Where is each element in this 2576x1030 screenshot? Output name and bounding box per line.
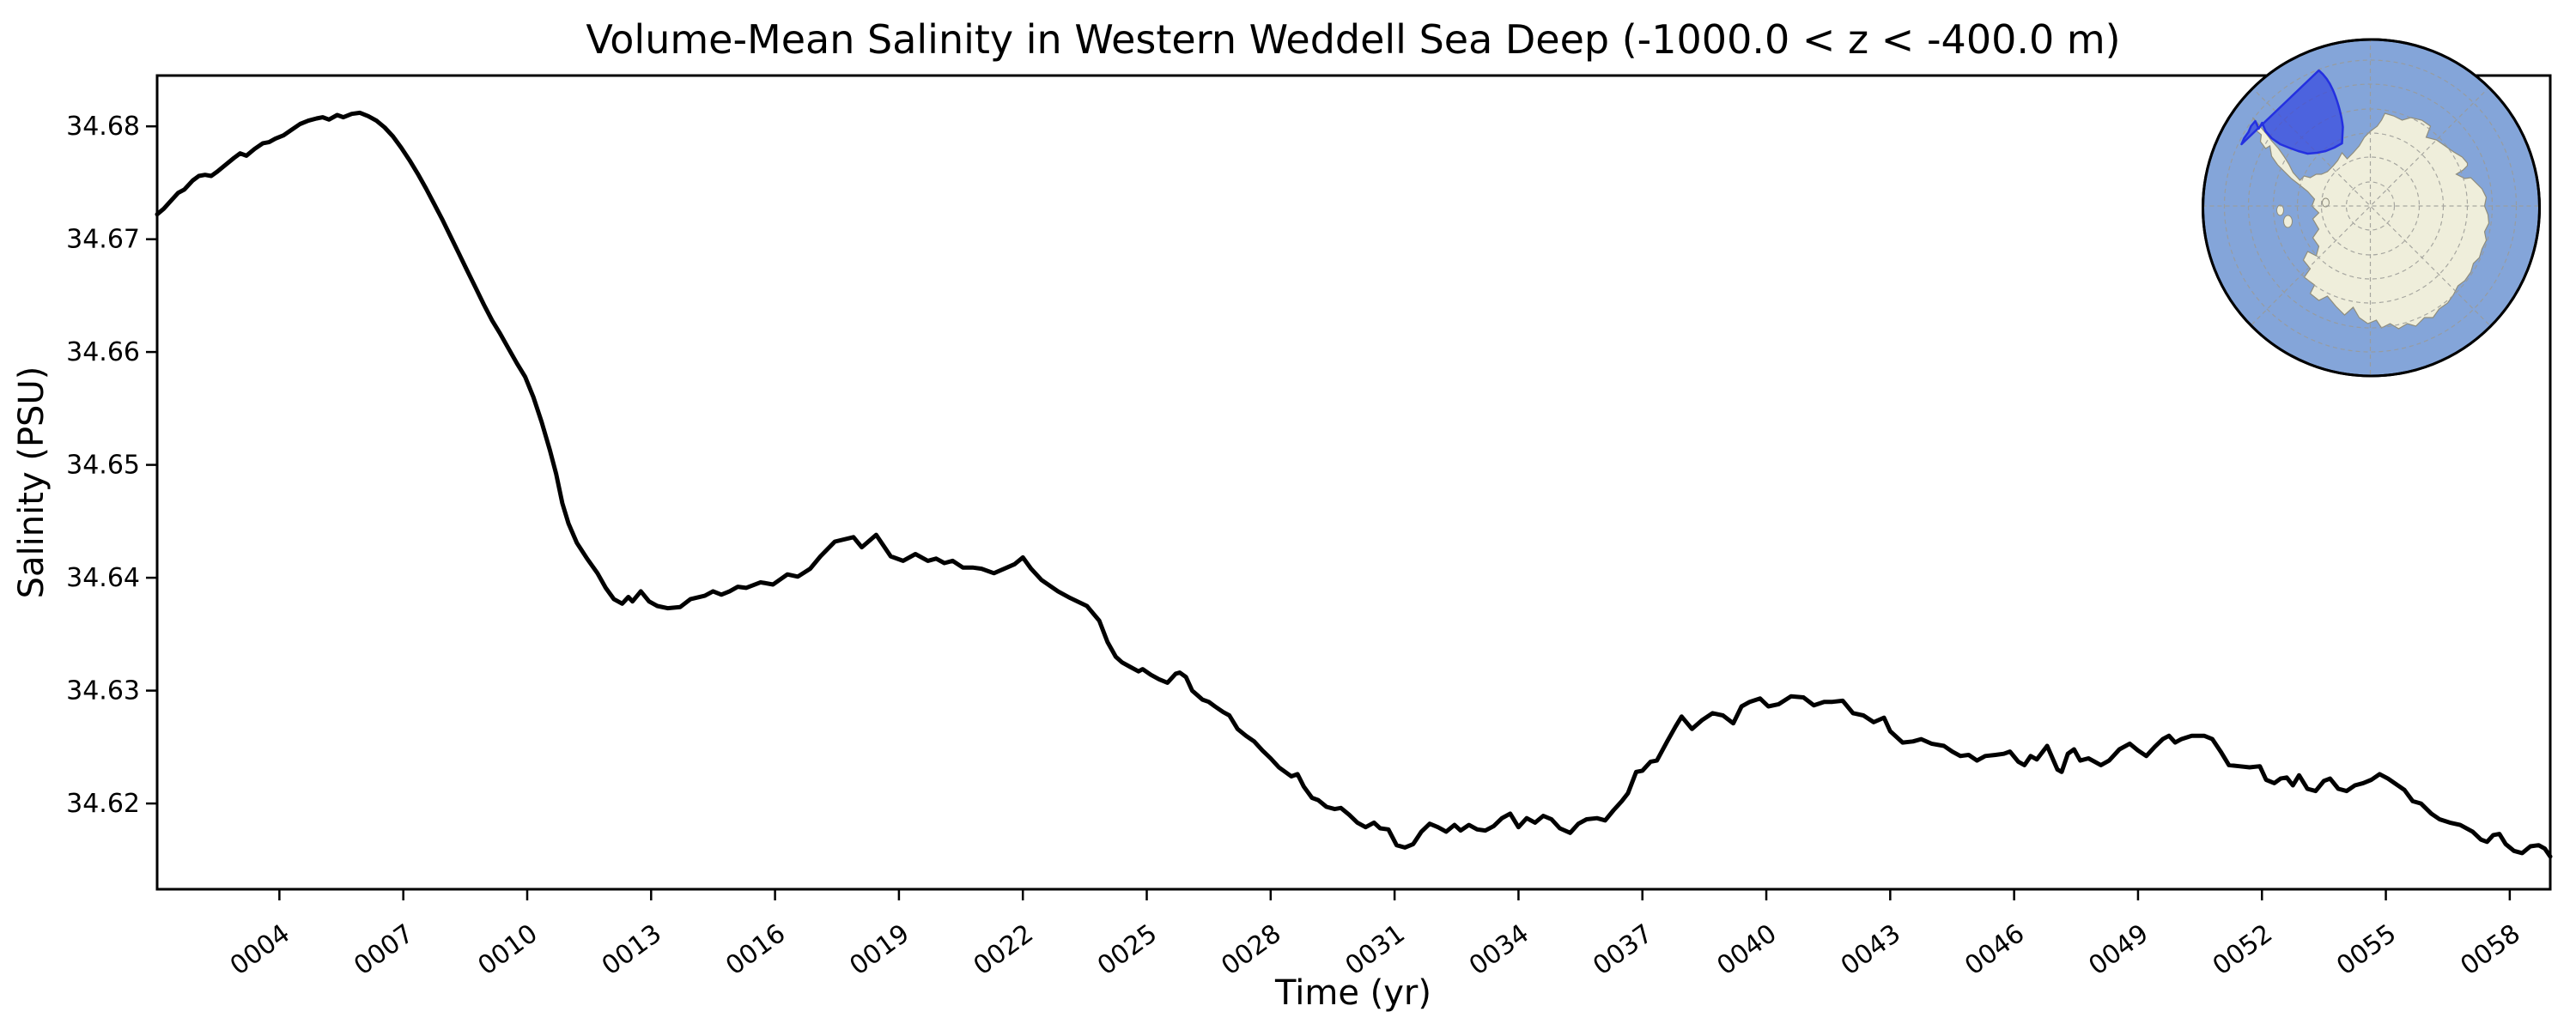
x-tick-label: 0010 <box>472 918 543 981</box>
weddell-region-highlight <box>2240 69 2344 155</box>
y-axis-label: Salinity (PSU) <box>12 367 52 599</box>
antarctica-landmass <box>2252 112 2490 330</box>
y-tick-label: 34.67 <box>66 225 140 255</box>
x-tick-label: 0034 <box>1464 918 1534 981</box>
y-tick-label: 34.64 <box>66 563 140 593</box>
chart-title: Volume-Mean Salinity in Western Weddell … <box>586 16 2120 63</box>
x-tick-label: 0016 <box>720 918 791 981</box>
inset-boundary-circle <box>2202 38 2541 378</box>
salinity-line-series <box>155 110 2553 859</box>
x-tick-label: 0046 <box>1959 918 2030 981</box>
x-tick-label: 0007 <box>349 918 419 981</box>
x-tick-label: 0028 <box>1216 918 1286 981</box>
antarctica-inset-map <box>2202 38 2541 378</box>
x-tick-label: 0013 <box>597 918 667 981</box>
y-tick-label: 34.65 <box>66 451 140 481</box>
x-axis-label: Time (yr) <box>1274 973 1431 1013</box>
x-tick-label: 0049 <box>2083 918 2154 981</box>
y-tick-label: 34.63 <box>66 676 140 706</box>
island <box>2322 197 2330 208</box>
x-tick-label: 0031 <box>1340 918 1410 981</box>
x-tick-label: 0055 <box>2331 918 2402 981</box>
x-tick-label: 0019 <box>844 918 914 981</box>
x-tick-label: 0037 <box>1588 918 1658 981</box>
island <box>2283 215 2293 228</box>
plot-frame <box>155 74 2552 891</box>
x-tick-label: 0022 <box>969 918 1039 981</box>
x-tick-label: 0052 <box>2208 918 2278 981</box>
x-axis-ticks: 0004 0007 0010 0013 0016 0019 0022 0025 0028 0031… <box>225 889 2526 981</box>
y-tick-label: 34.66 <box>66 337 140 367</box>
y-tick-label: 34.68 <box>66 112 140 142</box>
x-tick-label: 0058 <box>2455 918 2525 981</box>
graticule-gridlines <box>2204 40 2538 374</box>
y-axis-ticks: 34.62 34.63 34.64 34.65 34.66 34.67 34.68 <box>66 112 157 819</box>
x-tick-label: 0040 <box>1711 918 1782 981</box>
x-tick-label: 0004 <box>225 918 295 981</box>
x-tick-label: 0043 <box>1836 918 1906 981</box>
island <box>2276 204 2284 216</box>
x-tick-label: 0025 <box>1092 918 1163 981</box>
y-tick-label: 34.62 <box>66 789 140 819</box>
